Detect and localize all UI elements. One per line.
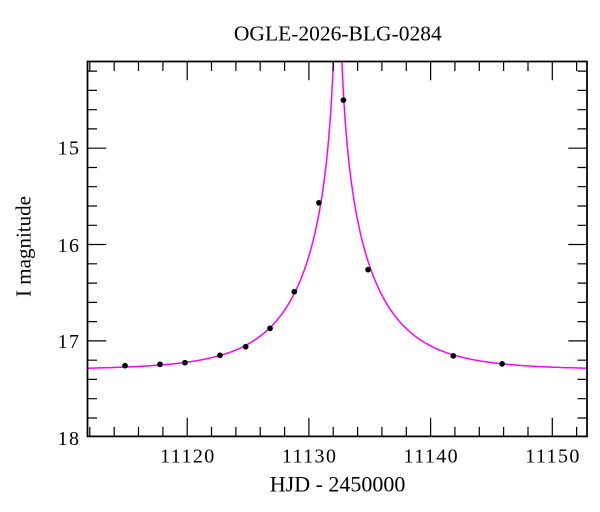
svg-text:11140: 11140 [404, 446, 460, 468]
svg-text:OGLE-2026-BLG-0284: OGLE-2026-BLG-0284 [234, 22, 442, 46]
svg-text:I magnitude: I magnitude [12, 196, 36, 297]
svg-text:15: 15 [58, 138, 81, 160]
svg-text:11120: 11120 [160, 446, 216, 468]
svg-text:11150: 11150 [525, 446, 581, 468]
svg-text:11130: 11130 [282, 446, 338, 468]
svg-text:HJD - 2450000: HJD - 2450000 [270, 472, 406, 497]
svg-text:16: 16 [58, 235, 81, 257]
svg-text:18: 18 [58, 428, 81, 450]
svg-text:17: 17 [58, 331, 81, 353]
